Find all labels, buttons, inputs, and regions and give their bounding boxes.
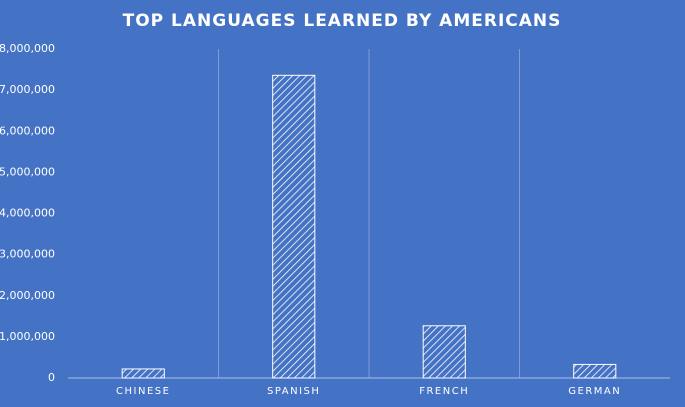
- y-tick-label: 5,000,000: [0, 165, 55, 178]
- y-tick-label: 0: [48, 371, 55, 384]
- x-tick-label: FRENCH: [419, 386, 469, 397]
- x-tick-label: GERMAN: [568, 386, 621, 397]
- bar: [272, 74, 316, 379]
- y-tick-label: 7,000,000: [0, 83, 55, 96]
- chart-title: TOP LANGUAGES LEARNED BY AMERICANS: [123, 11, 562, 31]
- y-tick-label: 4,000,000: [0, 207, 55, 220]
- y-tick-label: 8,000,000: [0, 42, 55, 55]
- bar: [121, 368, 165, 379]
- y-tick-label: 2,000,000: [0, 289, 55, 302]
- y-tick-label: 1,000,000: [0, 330, 55, 343]
- x-tick-label: CHINESE: [116, 386, 170, 397]
- bar: [573, 363, 617, 379]
- x-tick-label: SPANISH: [267, 386, 320, 397]
- bar: [422, 325, 466, 379]
- y-tick-label: 3,000,000: [0, 248, 55, 261]
- y-tick-label: 6,000,000: [0, 124, 55, 137]
